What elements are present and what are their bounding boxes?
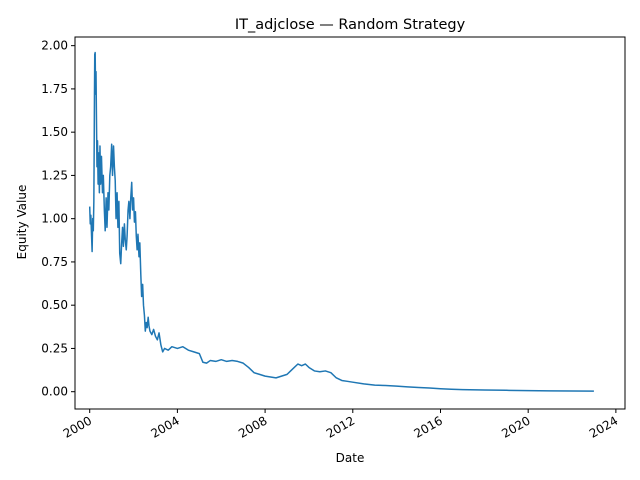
plot-area: [88, 51, 594, 392]
y-tick-label: 0.75: [41, 255, 68, 269]
series-line-0: [88, 51, 594, 392]
y-tick-label: 0.50: [41, 298, 68, 312]
chart-title: IT_adjclose — Random Strategy: [235, 17, 466, 33]
y-tick-label: 1.00: [41, 212, 68, 226]
y-tick-label: 0.25: [41, 341, 68, 355]
plot-frame: [74, 36, 626, 410]
y-tick-label: 1.25: [41, 168, 68, 182]
y-tick-label: 0.00: [41, 385, 68, 399]
y-axis-ticks: 0.00 0.25 0.50 0.75 1.00 1.25 1.50 1.75 2.00: [41, 39, 75, 399]
x-axis-title: Date: [336, 451, 365, 465]
y-tick-label: 1.50: [41, 125, 68, 139]
y-tick-label: 1.75: [41, 82, 68, 96]
y-axis-title: Equity Value: [15, 185, 29, 260]
y-tick-label: 2.00: [41, 39, 68, 53]
